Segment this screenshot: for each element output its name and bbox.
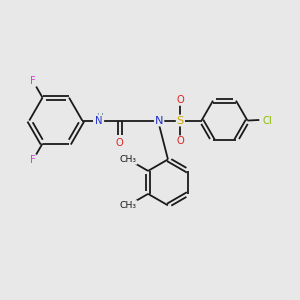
Text: CH₃: CH₃ (120, 155, 137, 164)
Text: O: O (176, 95, 184, 105)
Text: H: H (97, 112, 104, 122)
Text: N: N (95, 116, 102, 126)
Text: Cl: Cl (262, 116, 272, 126)
Text: O: O (176, 136, 184, 146)
Text: O: O (116, 138, 124, 148)
Text: F: F (30, 155, 36, 165)
Text: S: S (177, 116, 184, 126)
Text: F: F (30, 76, 36, 86)
Text: CH₃: CH₃ (120, 201, 137, 210)
Text: N: N (155, 116, 164, 126)
